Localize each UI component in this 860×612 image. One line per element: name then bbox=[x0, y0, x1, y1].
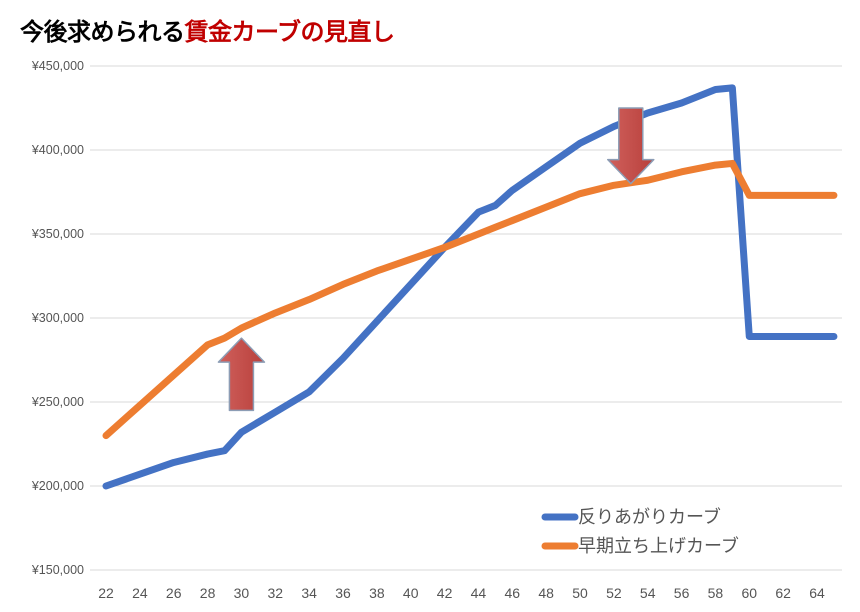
legend-label: 反りあがりカーブ bbox=[578, 506, 721, 528]
up-arrow-icon bbox=[217, 337, 266, 412]
x-tick-label: 48 bbox=[538, 585, 554, 601]
down-arrow-icon bbox=[607, 107, 655, 185]
y-tick-label: ¥150,000 bbox=[31, 563, 84, 577]
x-tick-label: 58 bbox=[708, 585, 724, 601]
x-tick-label: 32 bbox=[267, 585, 283, 601]
series-line-1 bbox=[102, 84, 838, 490]
y-tick-label: ¥250,000 bbox=[31, 395, 84, 409]
legend-label: 早期立ち上げカーブ bbox=[578, 535, 739, 557]
y-tick-label: ¥350,000 bbox=[31, 227, 84, 241]
chart-title: 今後求められる賃金カーブの見直し bbox=[20, 12, 395, 47]
x-tick-label: 28 bbox=[200, 585, 216, 601]
series-lines bbox=[102, 84, 838, 490]
x-tick-label: 40 bbox=[403, 585, 419, 601]
x-tick-label: 26 bbox=[166, 585, 182, 601]
x-tick-label: 60 bbox=[741, 585, 757, 601]
x-tick-label: 64 bbox=[809, 585, 825, 601]
y-tick-label: ¥200,000 bbox=[31, 479, 84, 493]
x-tick-label: 50 bbox=[572, 585, 588, 601]
chart-title-part1: 今後求められる bbox=[20, 18, 185, 46]
series-line-2 bbox=[102, 159, 838, 440]
x-tick-label: 52 bbox=[606, 585, 622, 601]
gridlines bbox=[90, 65, 842, 571]
x-tick-label: 24 bbox=[132, 585, 148, 601]
x-tick-label: 44 bbox=[471, 585, 487, 601]
x-tick-label: 42 bbox=[437, 585, 453, 601]
chart-title-part2: 賃金カーブの見直し bbox=[184, 18, 396, 46]
x-axis-ticks: 22 24 26 28 30 32 34 36 38 40 42 44 46 48 50 52 54 56 58 60… bbox=[98, 585, 825, 601]
x-tick-label: 62 bbox=[775, 585, 791, 601]
x-tick-label: 30 bbox=[234, 585, 250, 601]
y-tick-label: ¥400,000 bbox=[31, 143, 84, 157]
y-axis-ticks: ¥150,000 ¥200,000 ¥250,000 ¥300,000 ¥350,000… bbox=[31, 59, 84, 577]
y-tick-label: ¥450,000 bbox=[31, 59, 84, 73]
x-tick-label: 22 bbox=[98, 585, 114, 601]
x-tick-label: 34 bbox=[301, 585, 317, 601]
y-tick-label: ¥300,000 bbox=[31, 311, 84, 325]
x-tick-label: 56 bbox=[674, 585, 690, 601]
x-tick-label: 38 bbox=[369, 585, 385, 601]
x-tick-label: 46 bbox=[504, 585, 520, 601]
x-tick-label: 54 bbox=[640, 585, 656, 601]
annotation-arrows bbox=[217, 107, 655, 412]
x-tick-label: 36 bbox=[335, 585, 351, 601]
